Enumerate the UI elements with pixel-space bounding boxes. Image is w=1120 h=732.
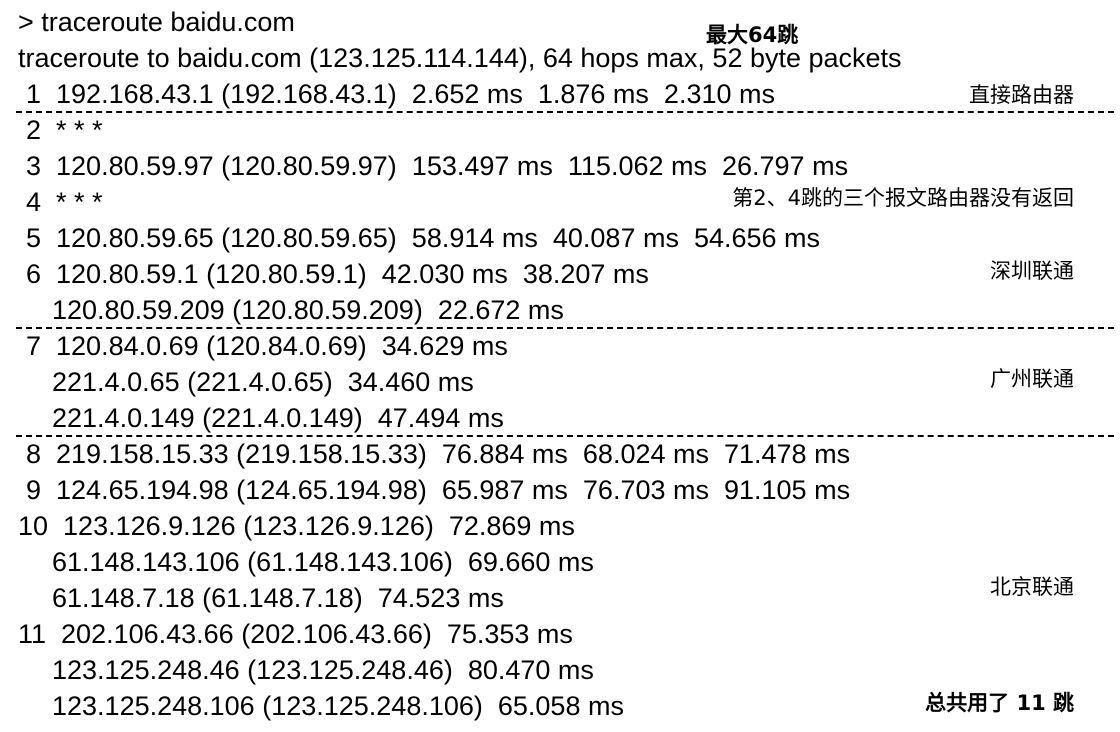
- command-prompt-line: > traceroute baidu.com: [18, 7, 295, 37]
- section-divider: [16, 327, 1114, 329]
- hop-row-continuation: 123.125.248.46 (123.125.248.46) 80.470 m…: [52, 655, 594, 685]
- hop-row-continuation: 120.80.59.209 (120.80.59.209) 22.672 ms: [52, 295, 564, 325]
- hop-row-continuation: 221.4.0.149 (221.4.0.149) 47.494 ms: [52, 403, 504, 433]
- hop-row: 10 123.126.9.126 (123.126.9.126) 72.869 …: [18, 511, 575, 541]
- hop-row: 6 120.80.59.1 (120.80.59.1) 42.030 ms 38…: [26, 259, 649, 289]
- hop-row: 5 120.80.59.65 (120.80.59.65) 58.914 ms …: [26, 223, 821, 253]
- hop-row: 11 202.106.43.66 (202.106.43.66) 75.353 …: [18, 619, 573, 649]
- hop-row: 4 * * *: [26, 187, 103, 217]
- section-divider: [16, 111, 1114, 113]
- hop-row-continuation: 123.125.248.106 (123.125.248.106) 65.058…: [52, 691, 624, 721]
- hop-row-continuation: 61.148.7.18 (61.148.7.18) 74.523 ms: [52, 583, 504, 613]
- section-divider: [16, 435, 1114, 437]
- annotation-no-reply: 第2、4跳的三个报文路由器没有返回: [732, 186, 1074, 210]
- hop-row-continuation: 221.4.0.65 (221.4.0.65) 34.460 ms: [52, 367, 474, 397]
- hop-row: 7 120.84.0.69 (120.84.0.69) 34.629 ms: [26, 331, 508, 361]
- hop-row: 2 * * *: [26, 115, 103, 145]
- annotation-max-hops: 最大64跳: [706, 23, 799, 47]
- hop-row: 3 120.80.59.97 (120.80.59.97) 153.497 ms…: [26, 151, 849, 181]
- hop-row: 9 124.65.194.98 (124.65.194.98) 65.987 m…: [26, 475, 851, 505]
- annotation-total-hops: 总共用了 11 跳: [925, 691, 1074, 715]
- annotation-beijing: 北京联通: [990, 575, 1074, 599]
- hop-row-continuation: 61.148.143.106 (61.148.143.106) 69.660 m…: [52, 547, 594, 577]
- hop-row: 8 219.158.15.33 (219.158.15.33) 76.884 m…: [26, 439, 851, 469]
- annotation-direct-router: 直接路由器: [969, 83, 1074, 107]
- annotation-guangzhou: 广州联通: [990, 367, 1074, 391]
- traceroute-header-line: traceroute to baidu.com (123.125.114.144…: [18, 43, 902, 73]
- hop-row: 1 192.168.43.1 (192.168.43.1) 2.652 ms 1…: [26, 79, 775, 109]
- annotation-shenzhen: 深圳联通: [990, 259, 1074, 283]
